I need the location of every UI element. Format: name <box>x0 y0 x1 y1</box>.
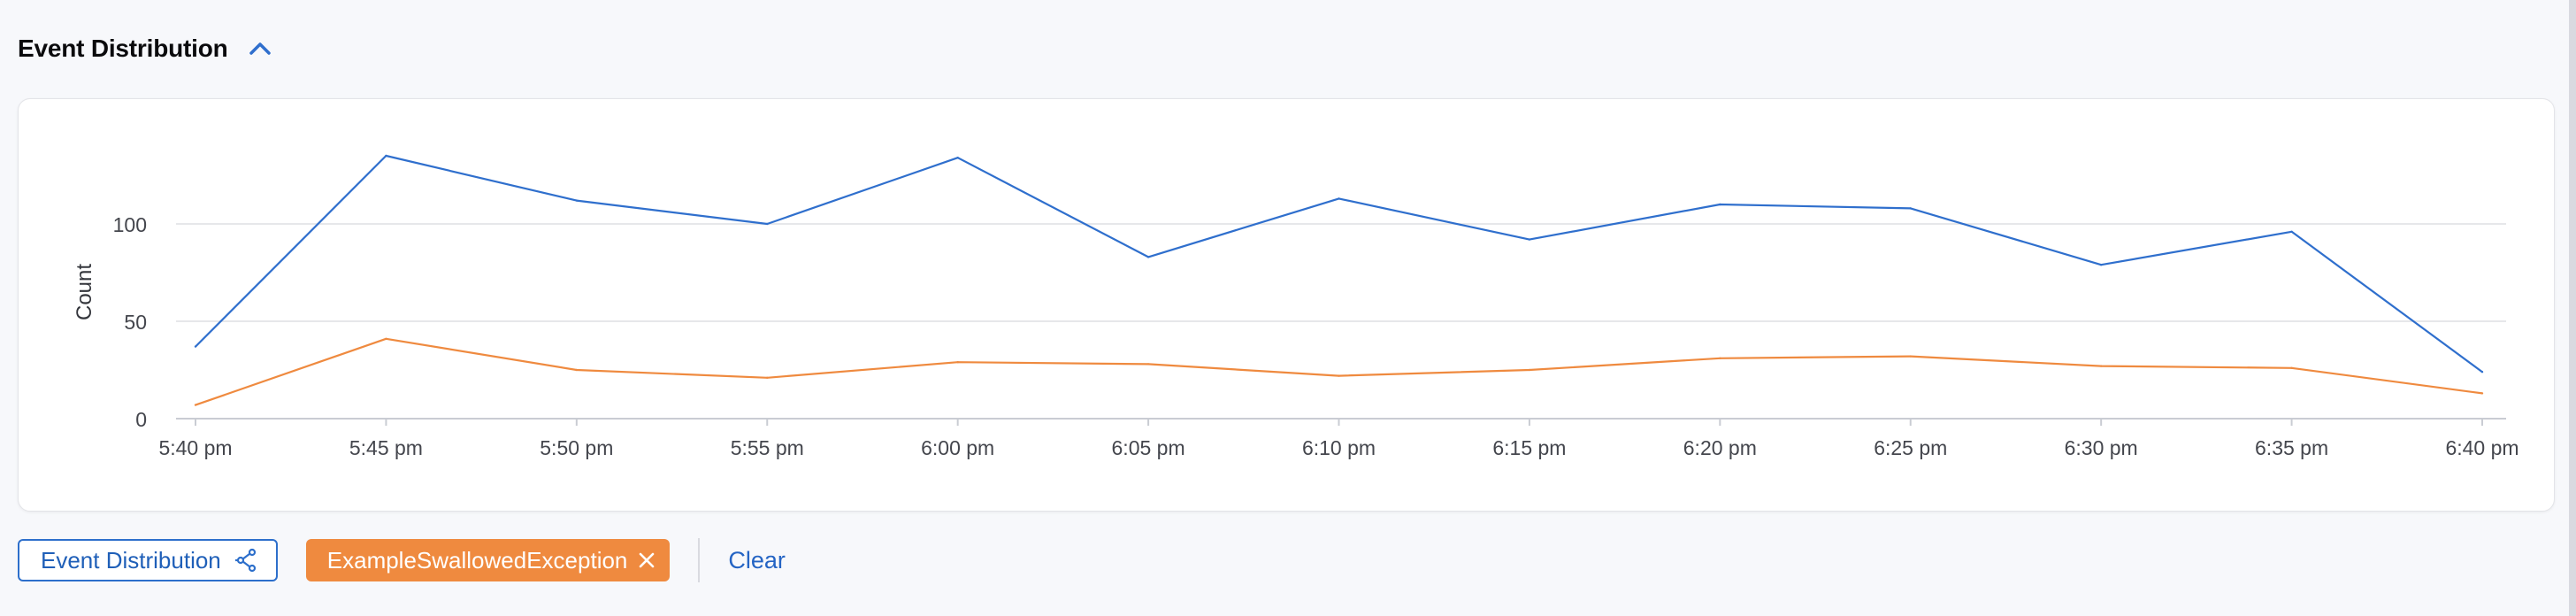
x-tick-label: 6:40 pm <box>2445 436 2518 459</box>
data-point <box>1719 203 1721 206</box>
data-point <box>1719 357 1721 359</box>
x-tick-label: 6:15 pm <box>1492 436 1566 459</box>
data-point <box>575 368 579 372</box>
data-point <box>385 154 387 158</box>
data-point <box>956 157 959 159</box>
y-tick-label: 100 <box>113 213 147 236</box>
y-axis-label: Count <box>73 264 96 320</box>
series-line-1 <box>195 154 2483 373</box>
close-icon <box>640 552 655 568</box>
data-point <box>1909 207 1912 210</box>
remove-filter-button[interactable] <box>636 550 657 571</box>
data-point <box>1338 197 1340 200</box>
chart-card: 0 50 100 5:40 pm 5:45 pm 5:50 pm 5:55 pm 6:00 p… <box>18 98 2555 512</box>
x-tick-label: 6:20 pm <box>1683 436 1757 459</box>
data-point <box>2099 365 2103 367</box>
data-point <box>1338 374 1340 377</box>
x-tick-label: 6:05 pm <box>1112 436 1185 459</box>
data-point <box>2290 366 2293 369</box>
data-point <box>2290 230 2293 233</box>
clear-filters-link[interactable]: Clear <box>728 546 786 574</box>
divider <box>698 538 701 582</box>
event-distribution-button[interactable]: Event Distribution <box>18 539 278 581</box>
data-point <box>956 361 959 364</box>
x-tick-label: 6:25 pm <box>1874 436 1947 459</box>
data-point <box>1528 368 1531 372</box>
data-point <box>194 345 197 348</box>
data-point <box>766 222 769 226</box>
y-tick-label: 0 <box>135 408 147 431</box>
x-tick-label: 5:40 pm <box>158 436 232 459</box>
filter-tag-label: ExampleSwallowedException <box>326 546 628 574</box>
collapse-button[interactable] <box>244 33 276 65</box>
section-header: Event Distribution <box>18 30 276 67</box>
event-distribution-button-label: Event Distribution <box>41 546 221 574</box>
share-icon <box>234 548 256 573</box>
data-point <box>1909 355 1912 358</box>
data-point <box>2480 392 2484 395</box>
x-tick-label: 5:50 pm <box>540 436 613 459</box>
x-tick-label: 5:55 pm <box>731 436 804 459</box>
window-edge <box>2569 0 2576 616</box>
x-tick-label: 6:00 pm <box>921 436 994 459</box>
data-point <box>766 376 769 379</box>
x-tick-label: 5:45 pm <box>349 436 423 459</box>
data-point <box>1146 256 1150 258</box>
section-title: Event Distribution <box>18 35 228 62</box>
data-point <box>1146 363 1150 366</box>
chevron-up-icon <box>249 42 271 55</box>
y-tick-label: 50 <box>124 311 147 334</box>
x-tick-label: 6:35 pm <box>2255 436 2328 459</box>
data-point <box>194 404 197 406</box>
data-point <box>2099 264 2103 266</box>
filter-tag: ExampleSwallowedException <box>305 539 671 581</box>
event-distribution-chart: 0 50 100 5:40 pm 5:45 pm 5:50 pm 5:55 pm 6:00 p… <box>73 154 2519 459</box>
x-tick-label: 6:30 pm <box>2065 436 2138 459</box>
filter-bar: Event Distribution ExampleSwallowedExcep… <box>18 538 786 582</box>
data-point <box>385 337 387 340</box>
series-line-2 <box>195 337 2483 406</box>
data-point <box>2480 371 2484 373</box>
data-point <box>1528 238 1531 241</box>
data-point <box>575 199 579 202</box>
x-tick-label: 6:10 pm <box>1302 436 1376 459</box>
